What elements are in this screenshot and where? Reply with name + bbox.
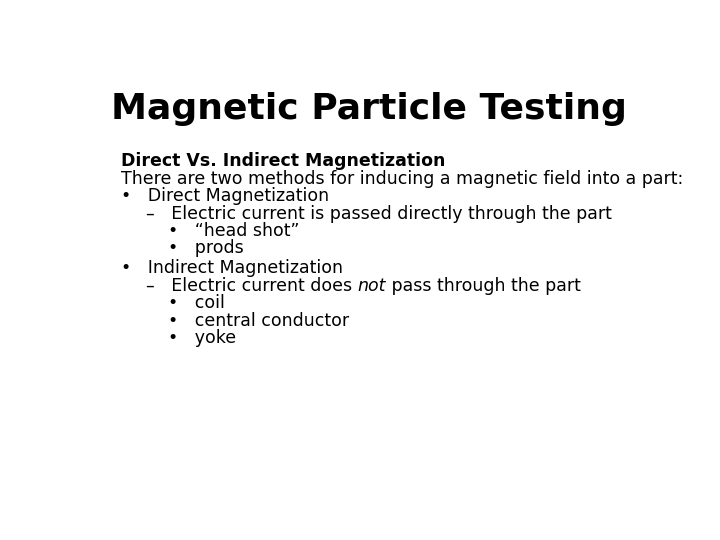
Text: There are two methods for inducing a magnetic field into a part:: There are two methods for inducing a mag… <box>121 170 683 187</box>
Text: Magnetic Particle Testing: Magnetic Particle Testing <box>111 92 627 126</box>
Text: •   Indirect Magnetization: • Indirect Magnetization <box>121 259 343 278</box>
Text: •   prods: • prods <box>168 239 244 258</box>
Text: –   Electric current does: – Electric current does <box>145 277 357 295</box>
Text: •   “head shot”: • “head shot” <box>168 222 300 240</box>
Text: •   yoke: • yoke <box>168 329 236 347</box>
Text: •   central conductor: • central conductor <box>168 312 349 330</box>
Text: •   Direct Magnetization: • Direct Magnetization <box>121 187 329 205</box>
Text: pass through the part: pass through the part <box>386 277 581 295</box>
Text: Direct Vs. Indirect Magnetization: Direct Vs. Indirect Magnetization <box>121 152 445 170</box>
Text: –   Electric current is passed directly through the part: – Electric current is passed directly th… <box>145 205 612 222</box>
Text: not: not <box>357 277 386 295</box>
Text: •   coil: • coil <box>168 294 225 312</box>
